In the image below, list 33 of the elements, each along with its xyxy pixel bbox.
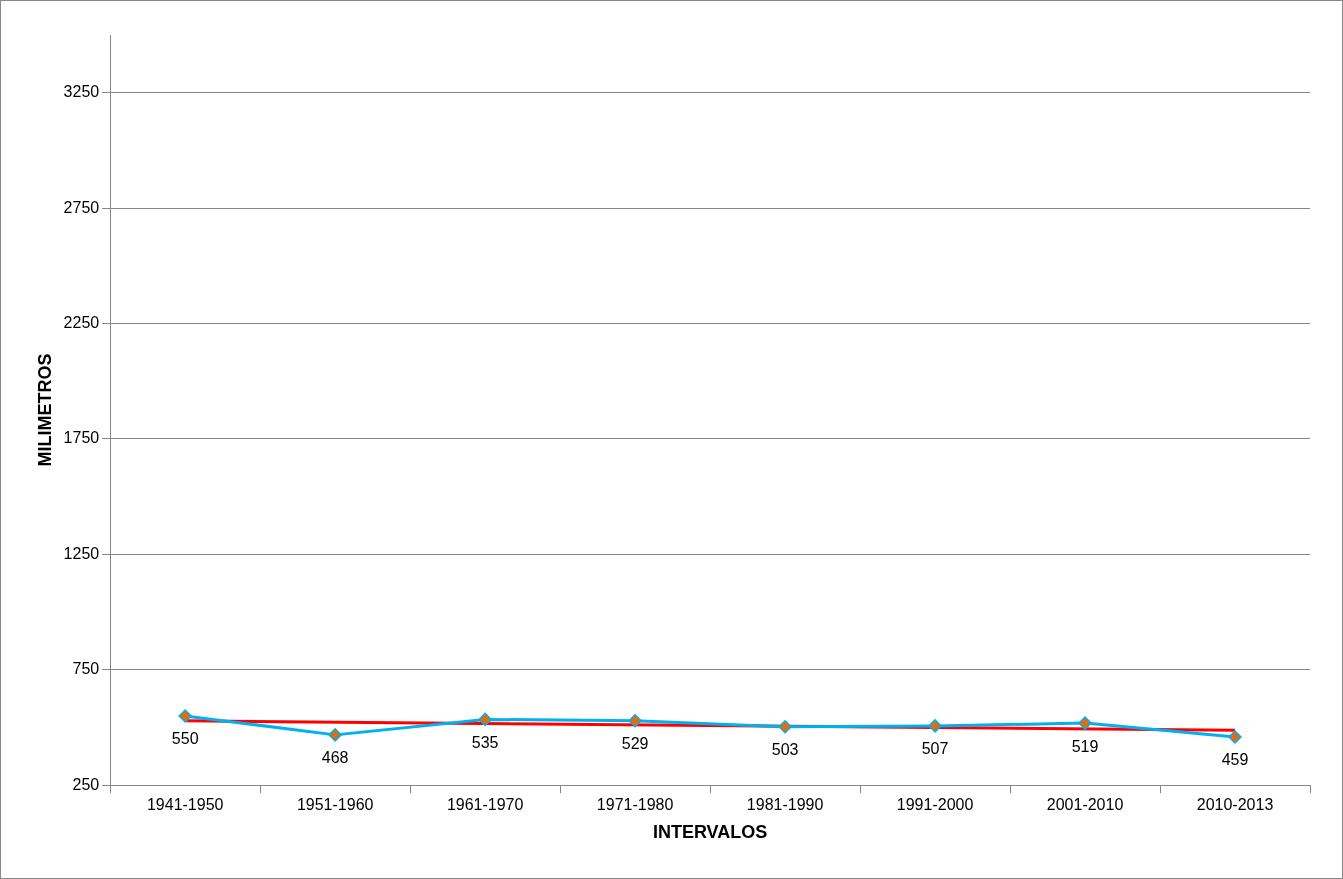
point — [778, 720, 792, 734]
point — [628, 714, 642, 728]
data-label: 507 — [921, 740, 949, 758]
x-tick-label: 1991-2000 — [896, 796, 974, 814]
point — [928, 719, 942, 733]
data-label: 503 — [771, 741, 799, 759]
data-label: 550 — [171, 730, 199, 748]
point — [1228, 730, 1242, 744]
point — [478, 712, 492, 727]
y-axis-title: MILIMETROS — [34, 353, 55, 467]
y-tick-label: 1750 — [63, 429, 100, 447]
x-tick-label: 1981-1990 — [746, 796, 824, 814]
data-label: 468 — [321, 749, 349, 767]
x-tick-label: 1971-1980 — [596, 796, 674, 814]
x-tick-label: 2001-2010 — [1046, 796, 1124, 814]
point — [178, 709, 192, 723]
point — [328, 728, 342, 742]
data-label: 519 — [1071, 737, 1099, 755]
x-tick-label: 1961-1970 — [446, 796, 524, 814]
y-tick-label: 1250 — [63, 544, 100, 562]
x-tick-label: 2010-2013 — [1196, 796, 1274, 814]
data-label: 535 — [471, 733, 499, 751]
point — [1078, 716, 1092, 730]
y-tick-label: 3250 — [63, 83, 100, 101]
y-tick-label: 2750 — [63, 198, 100, 216]
y-tick-label: 2250 — [63, 313, 100, 331]
x-tick-label: 1941-1950 — [146, 796, 224, 814]
x-tick-label: 1951-1960 — [296, 796, 374, 814]
x-axis-title: INTERVALOS — [652, 822, 768, 843]
data-label: 529 — [621, 735, 649, 753]
data-label: 459 — [1221, 751, 1249, 769]
y-tick-label: 250 — [72, 775, 100, 793]
y-tick-label: 750 — [72, 660, 100, 678]
